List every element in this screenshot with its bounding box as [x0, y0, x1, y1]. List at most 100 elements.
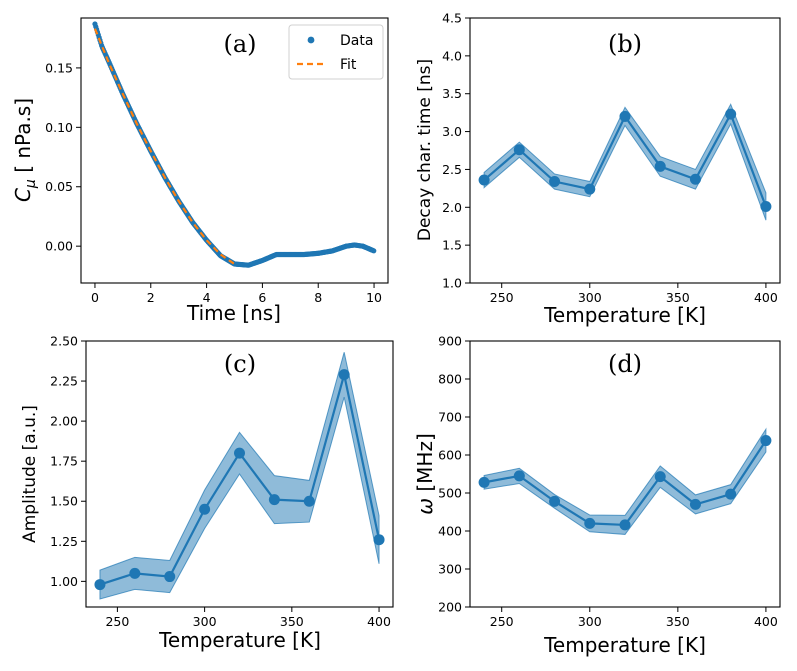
data-point: [584, 183, 596, 195]
y-tick-label: 1.50: [50, 494, 78, 509]
data-point: [619, 110, 631, 122]
data-point: [760, 201, 772, 213]
legend-fit-label: Fit: [340, 57, 357, 73]
data-point: [234, 447, 245, 459]
data-point: [725, 488, 737, 500]
y-tick-label: 0.10: [45, 120, 73, 135]
panel-b-x-axis-label: Temperature [K]: [543, 303, 706, 327]
panel-a-decay-curve: 0 2 4 6 8 10 0.00 0.05 0.10 0.15 (a) Data Fit Ti…: [11, 17, 389, 325]
panel-c-axes-frame: [85, 340, 394, 608]
panel-c-x-axis-label: Temperature [K]: [158, 628, 321, 652]
x-tick-label: 2: [147, 290, 155, 305]
panel-b-tag: (b): [608, 30, 642, 58]
panel-a-y-ticks: 0.00 0.05 0.10 0.15: [45, 60, 81, 254]
x-tick-label: 4: [203, 290, 211, 305]
data-point: [268, 494, 280, 506]
data-point: [513, 144, 525, 156]
x-tick-label: 400: [367, 614, 391, 629]
y-tick-label: 2.0: [442, 200, 462, 215]
panel-d-tag: (d): [608, 350, 642, 378]
panel-d-plot-area: [478, 427, 772, 535]
data-point: [619, 519, 631, 531]
x-tick-label: 250: [490, 290, 514, 305]
panel-d-y-axis-label: ω [MHz]: [413, 433, 437, 515]
data-point: [164, 571, 176, 583]
panel-d-y-ticks: 200 300 400 500 600 700 800 900: [438, 334, 470, 615]
data-point: [549, 495, 561, 507]
panel-b-x-ticks: 250 300 350 400: [490, 283, 778, 305]
x-tick-label: 300: [578, 614, 602, 629]
panel-c-y-ticks: 1.00 1.25 1.50 1.75 2.00 2.25 2.50: [50, 334, 86, 589]
panel-a-plot-area: [92, 21, 377, 268]
y-tick-label: 1.75: [50, 454, 78, 469]
panel-a-tag: (a): [223, 30, 256, 58]
panel-a-legend: Data Fit: [288, 24, 384, 80]
panel-b-plot-area: [478, 103, 772, 221]
data-point: [303, 495, 315, 507]
x-tick-label: 400: [754, 290, 778, 305]
y-tick-label: 700: [438, 410, 462, 425]
data-point: [654, 471, 666, 483]
data-point: [478, 174, 490, 186]
y-tick-label: 3.5: [442, 86, 462, 101]
panel-c-tag: (c): [224, 350, 256, 378]
panel-a-x-axis-label: Time [ns]: [186, 301, 281, 325]
y-tick-label: 0.00: [45, 239, 73, 254]
y-tick-label: 1.0: [442, 276, 462, 291]
data-point: [338, 369, 350, 381]
data-point: [373, 534, 385, 546]
y-tick-label: 3.0: [442, 124, 462, 139]
panel-d-x-ticks: 250 300 350 400: [490, 607, 778, 629]
x-tick-label: 400: [754, 614, 778, 629]
data-point: [689, 498, 701, 510]
panel-a-axes-frame: [80, 17, 389, 284]
legend-data-marker: [307, 36, 315, 44]
data-point: [549, 176, 561, 188]
y-tick-label: 4.5: [442, 11, 462, 26]
y-tick-label: 200: [438, 600, 462, 615]
panel-a-y-axis-label: Cμ [ nPa.s]: [11, 98, 39, 202]
y-tick-label: 600: [438, 448, 462, 463]
data-point: [584, 517, 596, 529]
data-point: [725, 108, 737, 120]
y-tick-label: 1.5: [442, 238, 462, 253]
error-band: [483, 103, 767, 221]
y-tick-label: 2.25: [50, 374, 78, 389]
panel-c-plot-area: [94, 352, 385, 600]
panel-d-x-axis-label: Temperature [K]: [543, 633, 706, 657]
y-tick-label: 1.25: [50, 534, 78, 549]
y-tick-label: 400: [438, 524, 462, 539]
x-tick-label: 6: [258, 290, 266, 305]
y-tick-label: 2.5: [442, 162, 462, 177]
x-tick-label: 8: [314, 290, 322, 305]
data-point: [129, 567, 141, 579]
y-tick-label: 500: [438, 486, 462, 501]
x-tick-label: 250: [105, 614, 129, 629]
y-tick-label: 4.0: [442, 48, 462, 63]
y-tick-label: 1.00: [50, 574, 78, 589]
data-point: [760, 435, 772, 447]
y-tick-label: 2.00: [50, 414, 78, 429]
panel-a-x-ticks: 0 2 4 6 8 10: [91, 283, 382, 305]
panel-d-omega: 250 300 350 400 200 300 400 500 600 700 800 900 (d…: [413, 334, 781, 657]
y-tick-label: 2.50: [50, 334, 78, 349]
y-tick-label: 0.05: [45, 179, 73, 194]
error-band: [99, 352, 380, 600]
data-point: [689, 173, 701, 185]
y-tick-label: 800: [438, 372, 462, 387]
legend-data-label: Data: [340, 33, 373, 49]
data-point: [654, 160, 666, 172]
panel-c-amplitude: 250 300 350 400 1.00 1.25 1.50 1.75 2.00 2.25 2.5…: [20, 334, 394, 652]
panel-c-y-axis-label: Amplitude [a.u.]: [20, 405, 40, 543]
x-tick-label: 300: [193, 614, 217, 629]
panel-b-axes-frame: [469, 17, 781, 284]
x-tick-label: 350: [280, 614, 304, 629]
panel-d-axes-frame: [469, 340, 781, 608]
data-point: [371, 248, 377, 254]
panel-c-x-ticks: 250 300 350 400: [105, 607, 391, 629]
panel-b-decay-time: 250 300 350 400 1.0 1.5 2.0 2.5 3.0 3.5 4.0 4.5 (b…: [415, 11, 781, 327]
panel-b-y-ticks: 1.0 1.5 2.0 2.5 3.0 3.5 4.0 4.5: [442, 11, 470, 291]
panel-b-y-axis-label: Decay char. time [ns]: [415, 59, 435, 241]
x-tick-label: 300: [578, 290, 602, 305]
